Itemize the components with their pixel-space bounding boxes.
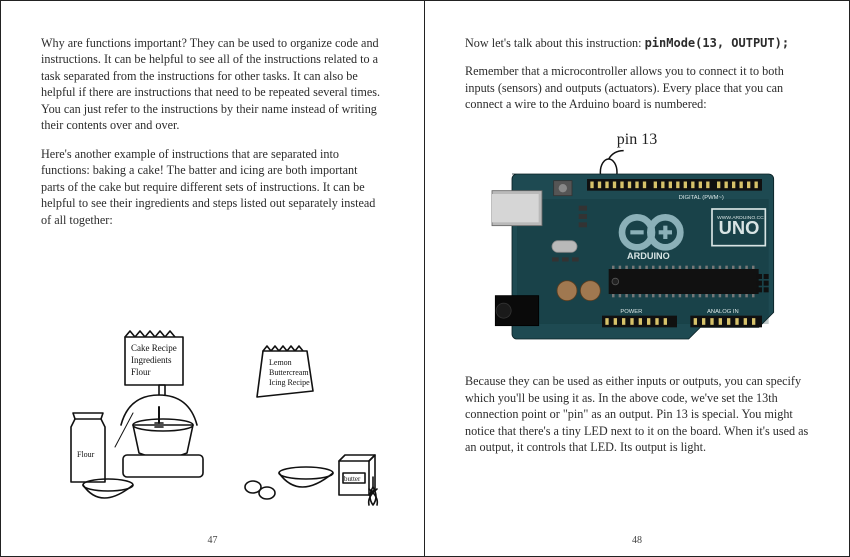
page-right: Now let's talk about this instruction: p… [425,1,849,556]
svg-text:butter: butter [344,475,361,483]
svg-text:ANALOG IN: ANALOG IN [707,309,739,315]
pinmode-code: pinMode(13, OUTPUT); [645,36,790,50]
left-para-1: Why are functions important? They can be… [41,35,384,134]
svg-text:Icing Recipe: Icing Recipe [269,378,310,387]
svg-text:Cake Recipe: Cake Recipe [131,343,177,353]
page-number-right: 48 [425,535,849,546]
book-spread: Why are functions important? They can be… [0,0,850,557]
svg-text:Lemon: Lemon [269,358,292,367]
right-para-1: Now let's talk about this instruction: p… [465,35,809,51]
svg-text:WWW.ARDUINO.CC: WWW.ARDUINO.CC [717,215,764,221]
page-left: Why are functions important? They can be… [1,1,425,556]
pin13-label: pin 13 [617,131,657,149]
baking-svg: Cake Recipe Ingredients Flour Flour [43,327,383,512]
svg-text:POWER: POWER [620,309,642,315]
right-para-2: Remember that a microcontroller allows y… [465,63,809,112]
right-para-3: Because they can be used as either input… [465,373,809,455]
svg-text:ARDUINO: ARDUINO [627,251,670,261]
arduino-board-svg: DIGITAL (PWM~) ARDUINO UNO WWW.ARDUINO.C… [487,149,787,357]
svg-text:Flour: Flour [77,450,95,459]
svg-text:Buttercream: Buttercream [269,368,309,377]
page-number-left: 47 [1,535,424,546]
right-para-1-text: Now let's talk about this instruction: [465,36,645,50]
left-para-2: Here's another example of instructions t… [41,146,384,228]
svg-text:Ingredients: Ingredients [131,355,172,365]
arduino-figure: pin 13 [465,125,809,357]
baking-illustration: Cake Recipe Ingredients Flour Flour [41,240,384,530]
svg-text:DIGITAL (PWM~): DIGITAL (PWM~) [679,195,724,201]
svg-text:Flour: Flour [131,367,151,377]
